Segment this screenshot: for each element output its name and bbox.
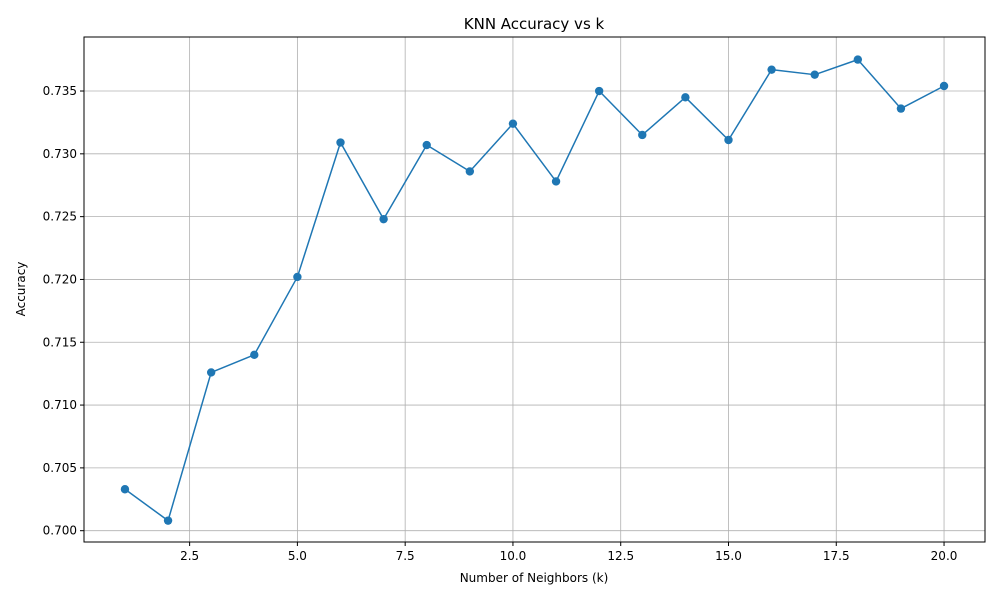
y-axis-title: Accuracy: [14, 262, 28, 317]
y-tick-label: 0.735: [43, 84, 77, 98]
data-point: [638, 130, 647, 140]
y-tick-label: 0.730: [43, 147, 77, 161]
y-tick-label: 0.710: [43, 398, 77, 412]
axis-ticks: 2.5 5.0 7.5 10.0 12.5 15.0 17.5 20.0 0.700 0.705 0…: [43, 84, 958, 563]
data-point: [379, 214, 388, 224]
data-point: [551, 177, 561, 186]
data-point: [594, 86, 604, 96]
x-tick-label: 20.0: [931, 549, 958, 563]
data-point: [681, 93, 690, 102]
x-tick-label: 17.5: [823, 549, 850, 563]
data-point: [206, 368, 216, 377]
data-point: [293, 272, 302, 282]
grid-lines: [84, 37, 985, 542]
data-point: [896, 104, 906, 113]
data-point: [724, 135, 733, 145]
data-point: [810, 70, 819, 79]
y-tick-label: 0.725: [43, 210, 77, 224]
y-tick-label: 0.720: [43, 272, 77, 286]
data-point: [250, 350, 259, 360]
x-tick-label: 15.0: [715, 549, 742, 563]
y-tick-label: 0.700: [43, 524, 77, 538]
data-point: [336, 138, 345, 147]
x-axis-title: Number of Neighbors (k): [460, 571, 609, 585]
series-layer: [120, 55, 949, 525]
y-tick-label: 0.715: [43, 335, 77, 349]
data-point: [163, 516, 173, 525]
x-tick-label: 7.5: [396, 549, 415, 563]
x-tick-label: 10.0: [500, 549, 527, 563]
x-tick-label: 12.5: [607, 549, 634, 563]
y-tick-label: 0.705: [43, 461, 77, 475]
x-tick-label: 5.0: [288, 549, 307, 563]
data-point: [508, 119, 518, 128]
series-line: [124, 58, 945, 522]
data-point: [853, 55, 863, 64]
plot-frame: [83, 36, 986, 543]
data-point: [120, 485, 130, 494]
x-tick-label: 2.5: [180, 549, 199, 563]
data-point: [465, 167, 475, 176]
data-point: [767, 65, 776, 74]
chart-title: KNN Accuracy vs k: [464, 15, 605, 33]
data-point: [422, 140, 431, 150]
data-point: [939, 81, 949, 91]
